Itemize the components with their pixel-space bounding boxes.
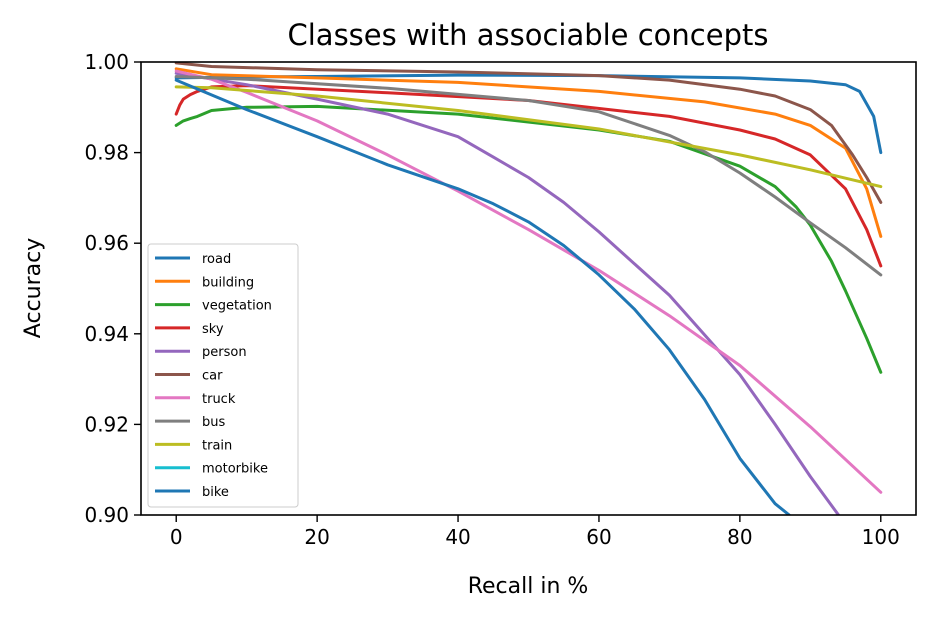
x-tick-label: 60 bbox=[586, 525, 611, 549]
legend-label-person: person bbox=[202, 345, 247, 360]
legend-label-motorbike: motorbike bbox=[202, 462, 268, 477]
series-line-bike bbox=[174, 78, 791, 515]
legend: road building vegetation sky person car truck b… bbox=[147, 243, 299, 508]
x-tick-label: 40 bbox=[445, 525, 470, 549]
x-tick-label: 20 bbox=[304, 525, 329, 549]
x-tick-label: 100 bbox=[862, 525, 900, 549]
y-tick-label: 1.00 bbox=[84, 50, 129, 74]
legend-label-train: train bbox=[202, 438, 232, 453]
legend-label-bike: bike bbox=[202, 485, 229, 500]
legend-label-car: car bbox=[202, 369, 223, 384]
x-axis-label: Recall in % bbox=[468, 574, 589, 599]
y-tick-label: 0.96 bbox=[84, 231, 129, 255]
x-tick-label: 80 bbox=[727, 525, 752, 549]
legend-label-sky: sky bbox=[202, 322, 224, 337]
series-line-bus bbox=[174, 75, 883, 277]
x-axis-ticks: 0 20 40 60 80 100 bbox=[170, 515, 900, 549]
y-tick-label: 0.94 bbox=[84, 322, 129, 346]
y-tick-label: 0.92 bbox=[84, 412, 129, 436]
series-line-sky bbox=[174, 84, 883, 268]
series-line-building bbox=[174, 67, 883, 238]
legend-box bbox=[147, 243, 299, 508]
legend-label-bus: bus bbox=[202, 415, 225, 430]
legend-label-building: building bbox=[202, 275, 254, 290]
y-tick-label: 0.90 bbox=[84, 503, 129, 527]
chart-title: Classes with associable concepts bbox=[288, 18, 769, 52]
series-line-train bbox=[174, 85, 883, 189]
legend-label-truck: truck bbox=[202, 392, 236, 407]
legend-label-vegetation: vegetation bbox=[202, 299, 272, 314]
x-tick-label: 0 bbox=[170, 525, 183, 549]
plot-frame bbox=[140, 61, 917, 516]
series-line-car bbox=[174, 62, 883, 204]
y-axis-label: Accuracy bbox=[21, 238, 46, 338]
legend-label-road: road bbox=[202, 252, 231, 267]
y-axis-ticks: 0.90 0.92 0.94 0.96 0.98 1.00 bbox=[84, 50, 141, 527]
series-layer bbox=[174, 62, 883, 515]
y-tick-label: 0.98 bbox=[84, 141, 129, 165]
series-line-person bbox=[174, 71, 840, 515]
